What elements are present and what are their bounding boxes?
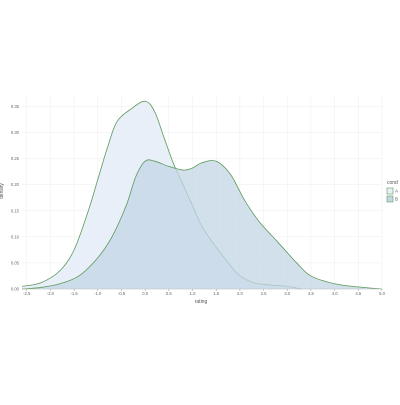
y-tick-label: 0.25 [11, 156, 20, 161]
legend-label-b: B [395, 197, 398, 202]
legend-title: cond [387, 180, 398, 186]
x-tick-label: -2.0 [47, 291, 55, 296]
density-areas [21, 100, 383, 290]
x-tick-label: 3.5 [308, 291, 314, 296]
x-tick-label: 2.0 [237, 291, 243, 296]
density-line-b [21, 159, 383, 290]
x-tick-label: -0.5 [118, 291, 126, 296]
x-tick-label: 0.0 [142, 291, 148, 296]
legend-key-a [386, 187, 394, 195]
axes: -2.5 -2.0 -1.5 -1.0 -0.5 0.0 0.5 1.0 1.5 2.0 2.5 3.… [11, 104, 386, 296]
y-tick-label: 0.10 [11, 234, 20, 239]
x-tick-label: 1.5 [213, 291, 219, 296]
x-tick-label: 5.0 [379, 291, 385, 296]
x-tick-label: -2.5 [23, 291, 31, 296]
x-tick-label: -1.0 [94, 291, 102, 296]
x-tick-label: 0.5 [166, 291, 172, 296]
x-tick-label: 1.0 [190, 291, 196, 296]
x-tick-label: 3.0 [284, 291, 290, 296]
y-tick-label: 0.30 [11, 130, 20, 135]
x-tick-label: 4.5 [355, 291, 361, 296]
x-tick-label: -1.5 [70, 291, 78, 296]
x-tick-label: 4.0 [332, 291, 338, 296]
y-tick-label: 0.20 [11, 182, 20, 187]
y-tick-label: 0.35 [11, 104, 20, 109]
x-tick-label: 2.5 [261, 291, 267, 296]
y-tick-label: 0.00 [11, 287, 20, 292]
legend: cond AB [386, 180, 398, 203]
legend-label-a: A [395, 189, 398, 194]
x-axis-label: rating [195, 299, 208, 305]
density-area-b [22, 159, 382, 289]
legend-key-b [386, 195, 394, 203]
y-tick-label: 0.05 [11, 260, 20, 265]
y-tick-label: 0.15 [11, 208, 20, 213]
y-axis-label: density [0, 183, 5, 199]
